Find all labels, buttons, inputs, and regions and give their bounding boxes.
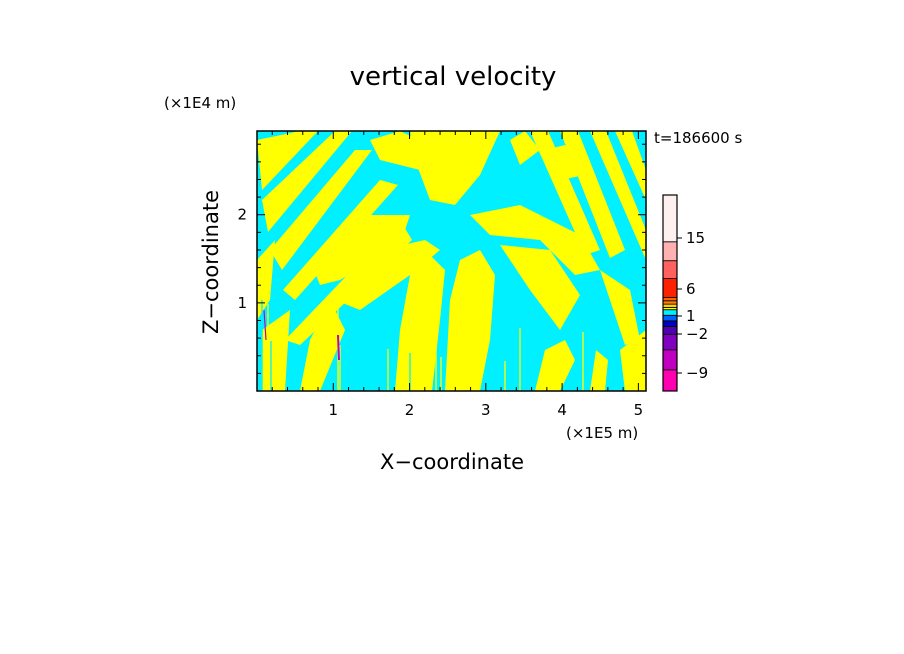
- negative-extreme-mark: [263, 309, 267, 341]
- x-tick-label: 4: [557, 401, 567, 419]
- colorbar-swatch: [662, 314, 678, 322]
- y-unit-label: (×1E4 m): [164, 94, 236, 112]
- x-tick-label: 5: [634, 401, 644, 419]
- colorbar-tick-label: −2: [686, 325, 708, 343]
- time-label: t=186600 s: [654, 129, 742, 147]
- colorbar-tick-label: −9: [686, 364, 708, 382]
- negative-extreme-mark: [337, 334, 340, 361]
- colorbar-swatch: [662, 333, 678, 351]
- chart-title: vertical velocity: [350, 62, 557, 92]
- x-unit-label: (×1E5 m): [566, 424, 638, 442]
- colorbar-swatch: [662, 369, 678, 392]
- colorbar-swatch: [662, 278, 678, 298]
- colorbar: [662, 194, 678, 392]
- x-tick-label: 3: [481, 401, 491, 419]
- colorbar-swatch: [662, 194, 678, 243]
- y-axis-ticks: 12: [237, 143, 646, 374]
- colorbar-swatch: [662, 309, 678, 316]
- colorbar-swatch: [662, 297, 678, 302]
- plot-frame: [256, 130, 647, 392]
- colorbar-tick-label: 1: [686, 307, 696, 325]
- colorbar-swatch: [662, 303, 678, 308]
- colorbar-swatch: [662, 260, 678, 279]
- heatmap-field: [257, 131, 646, 391]
- y-tick-label: 2: [237, 206, 247, 224]
- colorbar-tick-label: 6: [686, 280, 696, 298]
- colorbar-swatch: [662, 320, 678, 327]
- colorbar-swatch: [662, 241, 678, 262]
- positive-velocity-regions: [257, 131, 646, 391]
- colorbar-tick-label: 15: [686, 229, 705, 247]
- x-tick-label: 1: [329, 401, 339, 419]
- x-axis-title: X−coordinate: [380, 450, 524, 474]
- colorbar-swatch: [662, 300, 678, 305]
- colorbar-swatch: [662, 326, 678, 335]
- y-tick-label: 1: [237, 294, 247, 312]
- velocity-streaks: [261, 300, 641, 391]
- y-axis-title: Z−coordinate: [199, 190, 223, 334]
- x-tick-label: 2: [405, 401, 415, 419]
- colorbar-frame: [662, 194, 678, 392]
- x-axis-ticks: 1 2 3 4 5: [271, 131, 644, 419]
- colorbar-swatch: [662, 349, 678, 371]
- colorbar-tick-labels: 15 6 1−2 −9: [677, 229, 708, 382]
